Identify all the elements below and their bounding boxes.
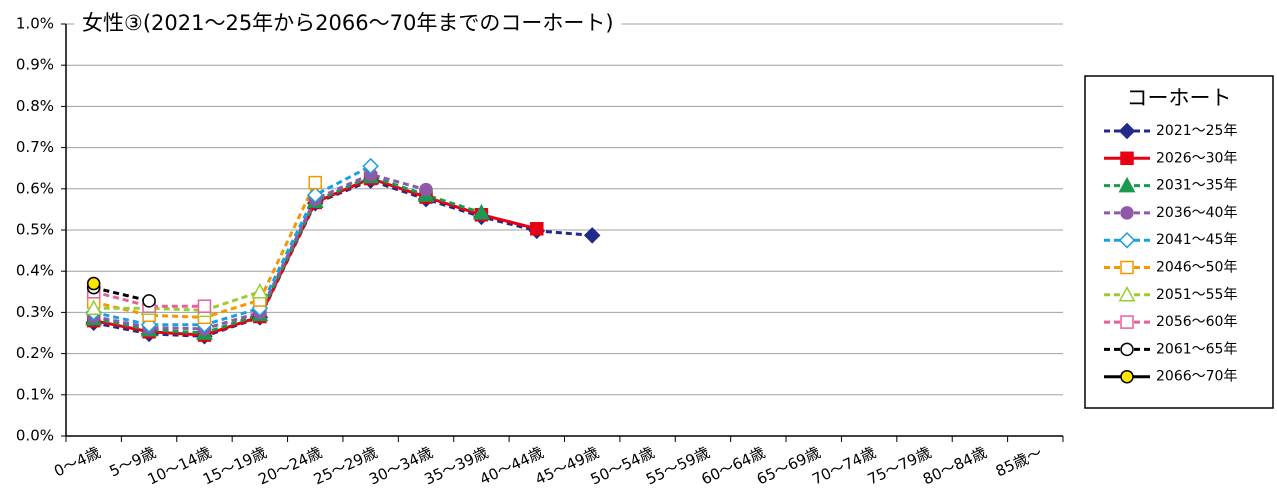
marker	[362, 157, 379, 175]
y-tick-label: 0.8%	[16, 97, 54, 115]
series-line	[93, 290, 261, 312]
marker	[308, 175, 322, 190]
legend-label: 2021～25年	[1156, 123, 1237, 139]
y-tick-label: 0.3%	[16, 303, 54, 321]
x-tick-label: 0～4歳	[51, 443, 103, 480]
legend-label: 2056～60年	[1156, 314, 1237, 330]
marker	[1120, 342, 1134, 357]
title-background	[74, 11, 622, 35]
series-line	[93, 178, 593, 338]
marker	[1120, 369, 1134, 384]
legend-label: 2046～50年	[1156, 260, 1237, 276]
marker	[251, 283, 269, 299]
y-tick-label: 0.1%	[16, 385, 54, 403]
marker	[1120, 206, 1134, 220]
marker	[1120, 151, 1134, 166]
marker	[85, 299, 103, 316]
x-tick-label: 85歳～	[993, 443, 1045, 480]
legend-label: 2051～55年	[1156, 287, 1237, 303]
marker	[1120, 260, 1134, 275]
legend-label: 2066～70年	[1156, 369, 1237, 385]
marker	[1120, 315, 1134, 329]
series-line	[93, 286, 150, 303]
marker	[197, 299, 212, 313]
legend-label: 2041～45年	[1156, 232, 1237, 248]
marker	[86, 276, 101, 291]
marker	[419, 182, 433, 197]
series-line	[93, 181, 317, 319]
marker	[1118, 231, 1136, 249]
y-tick-label: 0.0%	[16, 427, 54, 445]
y-tick-label: 0.6%	[16, 179, 54, 197]
y-tick-label: 0.2%	[16, 344, 54, 362]
marker	[472, 203, 490, 220]
legend-label: 2061～65年	[1156, 341, 1237, 357]
marker	[583, 227, 601, 244]
y-tick-label: 1.0%	[16, 15, 54, 33]
series-line	[93, 164, 372, 327]
marker	[530, 222, 544, 236]
marker	[306, 186, 324, 204]
y-tick-label: 0.9%	[16, 56, 54, 74]
marker	[142, 294, 156, 308]
legend-title: コーホート	[1127, 86, 1232, 110]
marker	[1118, 122, 1136, 140]
marker	[1118, 176, 1136, 193]
y-tick-label: 0.5%	[16, 221, 54, 239]
y-tick-label: 0.7%	[16, 138, 54, 156]
series-line	[93, 290, 205, 308]
chart-title: 女性③(2021～25年から2066～70年までのコーホート)	[82, 11, 614, 35]
legend-label: 2036～40年	[1156, 205, 1237, 221]
legend-label: 2031～35年	[1156, 178, 1237, 194]
x-tick-label: 80～84歳	[920, 443, 989, 488]
marker	[1118, 286, 1136, 302]
legend-label: 2026～30年	[1156, 150, 1237, 166]
y-tick-label: 0.4%	[16, 262, 54, 280]
